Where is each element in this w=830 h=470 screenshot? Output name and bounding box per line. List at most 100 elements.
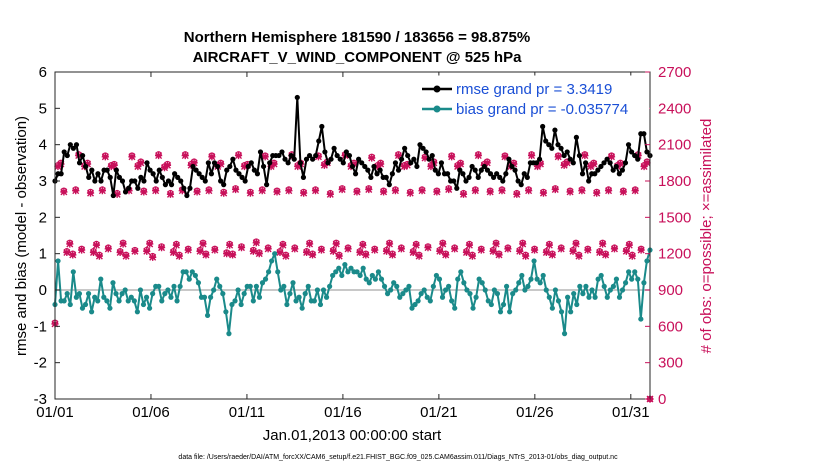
rmse-point: [224, 167, 230, 173]
bias-point: [552, 287, 559, 293]
bias-point: [287, 291, 293, 297]
rmse-point: [567, 156, 573, 162]
rmse-point: [328, 156, 334, 162]
obs-assimilated-point: [152, 187, 160, 195]
bias-point: [421, 287, 427, 293]
rmse-point: [472, 167, 478, 173]
rmse-point: [165, 178, 172, 184]
obs-assimilated-point: [193, 188, 201, 196]
bias-point: [635, 276, 641, 282]
bias-point: [327, 283, 333, 289]
rmse-point: [211, 160, 218, 166]
asterisk-icon: [625, 241, 633, 249]
obs-assimilated-point: [619, 188, 627, 196]
rmse-point: [138, 174, 144, 180]
bias-point: [458, 269, 464, 275]
asterisk-icon: [101, 153, 109, 161]
asterisk-icon: [338, 185, 346, 194]
rmse-point: [582, 160, 589, 166]
rmse-point: [110, 192, 116, 199]
asterisk-icon: [616, 160, 624, 168]
bias-point: [79, 305, 86, 311]
obs-assimilated-point: [477, 246, 485, 254]
series-lines: [52, 94, 653, 337]
asterisk-icon: [510, 160, 518, 168]
obs-assimilated-point: [377, 160, 385, 168]
asterisk-icon: [231, 185, 240, 194]
rmse-point: [172, 171, 178, 177]
obs-assimilated-point: [448, 153, 456, 161]
obs-assimilated-point: [291, 245, 299, 253]
rmse-point: [254, 171, 261, 177]
asterisk-icon: [513, 190, 521, 198]
obs-assimilated-point: [513, 190, 521, 198]
obs-assimilated-point: [116, 248, 124, 257]
obs-assimilated-point: [610, 245, 619, 253]
rmse-point: [484, 167, 491, 173]
obs-assimilated-point: [69, 251, 77, 259]
obs-assimilated-point: [229, 251, 237, 259]
asterisk-icon: [276, 248, 284, 257]
rmse-point: [245, 163, 251, 170]
bias-point: [333, 269, 339, 275]
rmse-point: [546, 142, 552, 148]
bias-point: [192, 272, 198, 279]
bias-point: [134, 309, 140, 315]
y-tick-label-left: 2: [39, 209, 47, 226]
obs-assimilated-point: [501, 153, 509, 161]
bias-point: [558, 309, 565, 315]
rmse-point: [622, 160, 629, 166]
rmse-point: [356, 156, 362, 162]
asterisk-icon: [418, 187, 426, 195]
obs-assimilated-point: [208, 153, 216, 161]
rmse-point: [58, 171, 64, 177]
chart-title-line2: AIRCRAFT_V_WIND_COMPONENT @ 525 hPa: [193, 49, 523, 66]
bias-point: [644, 258, 650, 264]
obs-assimilated-point: [270, 160, 278, 168]
bias-point: [131, 298, 137, 304]
obs-assimilated-point: [368, 154, 376, 162]
rmse-point: [181, 185, 187, 191]
bias-point: [177, 283, 183, 289]
bias-point: [632, 269, 638, 275]
obs-assimilated-point: [119, 240, 127, 248]
rmse-point: [481, 163, 487, 170]
asterisk-icon: [590, 160, 598, 168]
rmse-point: [248, 160, 254, 166]
rmse-point: [414, 163, 420, 170]
asterisk-icon: [445, 185, 453, 194]
asterisk-icon: [548, 251, 556, 259]
asterisk-icon: [110, 161, 118, 169]
x-tick-label: 01/01: [36, 404, 74, 421]
rmse-point: [132, 178, 138, 184]
obs-assimilated-point: [285, 187, 293, 195]
rmse-point: [313, 152, 319, 159]
bias-point: [241, 291, 247, 297]
rmse-point: [460, 171, 466, 177]
plot-frame: [54, 71, 651, 400]
obs-assimilated-point: [163, 161, 172, 169]
bias-point: [436, 276, 443, 282]
obs-assimilated-point: [400, 162, 408, 171]
obs-assimilated-point: [462, 248, 471, 257]
asterisk-icon: [166, 190, 175, 198]
rmse-point: [561, 152, 567, 159]
asterisk-icon: [391, 187, 400, 195]
bias-point: [299, 305, 305, 311]
obs-assimilated-point: [181, 151, 189, 160]
obs-assimilated-point: [581, 151, 589, 160]
bias-point: [76, 291, 83, 297]
bias-point: [339, 272, 345, 279]
x-axis-label: Jan.01,2013 00:00:00 start: [263, 427, 442, 444]
y-tick-label-right: 300: [658, 355, 683, 372]
asterisk-icon: [270, 160, 278, 168]
asterisk-icon: [98, 187, 106, 195]
obs-assimilated-point: [57, 160, 65, 168]
obs-assimilated-point: [246, 189, 254, 197]
obs-assimilated-point: [427, 162, 435, 171]
bias-point: [214, 276, 220, 282]
asterisk-icon: [134, 162, 142, 171]
rmse-point: [426, 156, 432, 162]
obs-assimilated-point: [601, 251, 610, 259]
asterisk-icon: [566, 188, 574, 196]
